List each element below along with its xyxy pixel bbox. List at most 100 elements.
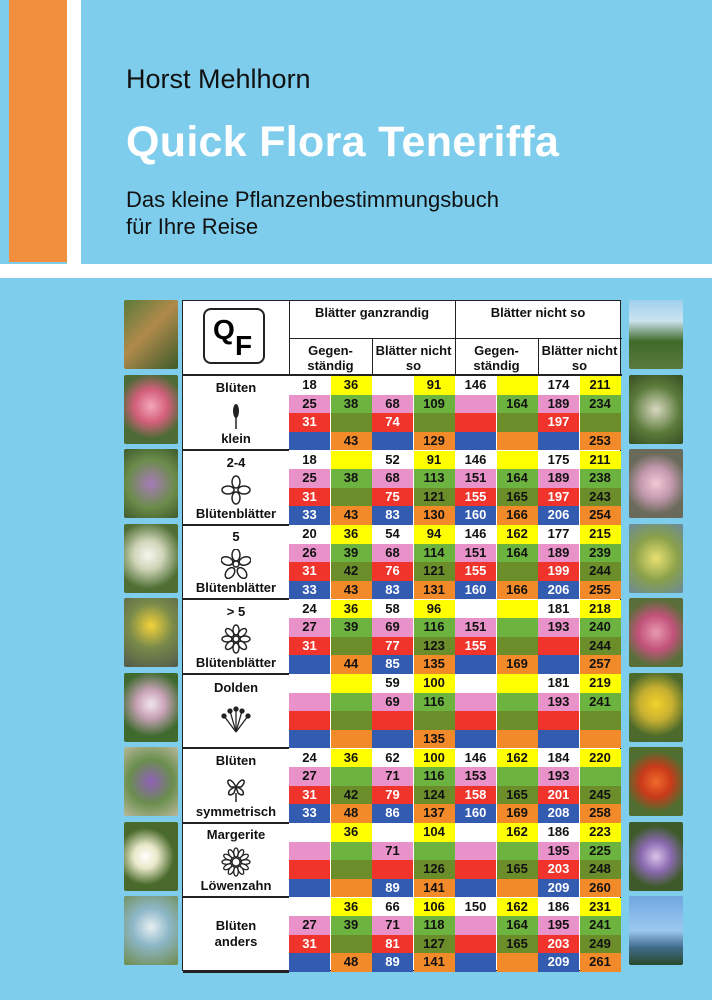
table-cell: 211 xyxy=(579,376,621,395)
table-cell: 189 xyxy=(538,469,579,488)
table-cell: 121 xyxy=(413,562,455,581)
table-cell: 83 xyxy=(372,580,413,600)
table-cell xyxy=(538,636,579,656)
table-cell xyxy=(538,729,579,749)
group-label-line-1: 2-4 xyxy=(226,454,246,470)
table-cell: 43 xyxy=(330,580,372,600)
plant-photo xyxy=(124,449,178,518)
table-cell: 199 xyxy=(538,562,579,581)
table-cell xyxy=(496,562,538,581)
table-cell: 27 xyxy=(289,767,330,786)
table-cell: 238 xyxy=(579,469,621,488)
table-cell xyxy=(579,413,621,432)
table-cell: 155 xyxy=(455,562,496,581)
table-cell xyxy=(496,841,538,861)
table-cell xyxy=(455,953,496,972)
table-cell: 146 xyxy=(455,450,496,469)
table-cell xyxy=(496,431,538,451)
table-cell: 114 xyxy=(413,543,455,563)
table-cell: 164 xyxy=(496,394,538,414)
table-cell: 85 xyxy=(372,655,413,674)
table-cell: 68 xyxy=(372,543,413,563)
table-cell: 71 xyxy=(372,841,413,861)
table-cell xyxy=(455,394,496,414)
table-cell: 254 xyxy=(579,506,621,525)
table-cell: 109 xyxy=(413,394,455,414)
table-cell: 165 xyxy=(496,487,538,507)
table-cell xyxy=(579,767,621,786)
table-cell xyxy=(579,729,621,749)
table-cell: 248 xyxy=(579,860,621,879)
table-cell: 81 xyxy=(372,934,413,954)
table-cell: 165 xyxy=(496,934,538,954)
table-cell: 155 xyxy=(455,636,496,656)
table-cell: 31 xyxy=(289,562,330,581)
table-cell: 38 xyxy=(330,394,372,414)
table-cell: 76 xyxy=(372,562,413,581)
table-cell: 249 xyxy=(579,934,621,954)
table-cell: 42 xyxy=(330,562,372,581)
table-cell: 164 xyxy=(496,916,538,935)
four-petal-icon xyxy=(221,474,251,505)
table-cell: 27 xyxy=(289,916,330,935)
table-cell: 137 xyxy=(413,804,455,823)
plant-photo xyxy=(124,374,178,444)
table-cell xyxy=(289,823,330,842)
table-cell: 44 xyxy=(330,655,372,674)
group-label: 5 Blütenblätter xyxy=(183,525,289,600)
table-cell xyxy=(579,711,621,730)
table-cell xyxy=(496,878,538,898)
table-cell: 127 xyxy=(413,934,455,954)
table-cell: 206 xyxy=(538,506,579,525)
table-cell: 83 xyxy=(372,506,413,525)
table-cell xyxy=(413,841,455,861)
plant-photo xyxy=(629,523,683,593)
table-cell: 36 xyxy=(330,525,372,544)
table-cell: 36 xyxy=(330,748,372,767)
daisy-icon xyxy=(221,847,251,877)
group-label: Blüten symmetrisch xyxy=(183,749,289,824)
table-cell xyxy=(289,431,330,451)
table-header: Q F Blätter ganzrandig Blätter nicht so … xyxy=(183,301,622,376)
table-cell xyxy=(455,841,496,861)
table-cell: 25 xyxy=(289,469,330,488)
table-cell: 77 xyxy=(372,636,413,656)
table-cell: 89 xyxy=(372,953,413,972)
table-cell: 62 xyxy=(372,748,413,767)
table-cell: 218 xyxy=(579,599,621,618)
spike-icon xyxy=(221,400,251,430)
group-label: Dolden xyxy=(183,674,289,749)
table-cell: 181 xyxy=(538,599,579,618)
plant-photo xyxy=(629,374,683,444)
umbel-icon xyxy=(221,704,251,734)
table-cell xyxy=(330,860,372,879)
table-cell xyxy=(455,674,496,693)
table-cell: 165 xyxy=(496,785,538,805)
table-cell xyxy=(330,674,372,693)
group-label: 2-4 Blütenblätter xyxy=(183,451,289,526)
table-cell xyxy=(455,599,496,618)
plant-photo xyxy=(124,747,178,816)
left-photo-strip xyxy=(124,300,178,971)
table-cell: 43 xyxy=(330,506,372,525)
table-cell: 31 xyxy=(289,487,330,507)
table-cell xyxy=(496,729,538,749)
white-vertical-stripe xyxy=(67,0,81,278)
table-cell: 175 xyxy=(538,450,579,469)
table-cell: 33 xyxy=(289,804,330,823)
table-cell: 86 xyxy=(372,804,413,823)
table-cell xyxy=(455,916,496,935)
table-cell xyxy=(496,674,538,693)
table-cell: 211 xyxy=(579,450,621,469)
table-cell: 184 xyxy=(538,748,579,767)
table-cell: 33 xyxy=(289,506,330,525)
table-cell xyxy=(289,655,330,674)
group-label-line-1: Dolden xyxy=(213,680,259,695)
table-cell: 52 xyxy=(372,450,413,469)
table-cell xyxy=(372,431,413,451)
table-cell: 260 xyxy=(579,878,621,898)
table-cell: 220 xyxy=(579,748,621,767)
table-cell xyxy=(538,431,579,451)
table-cell: 36 xyxy=(330,376,372,395)
table-cell: 36 xyxy=(330,897,372,916)
